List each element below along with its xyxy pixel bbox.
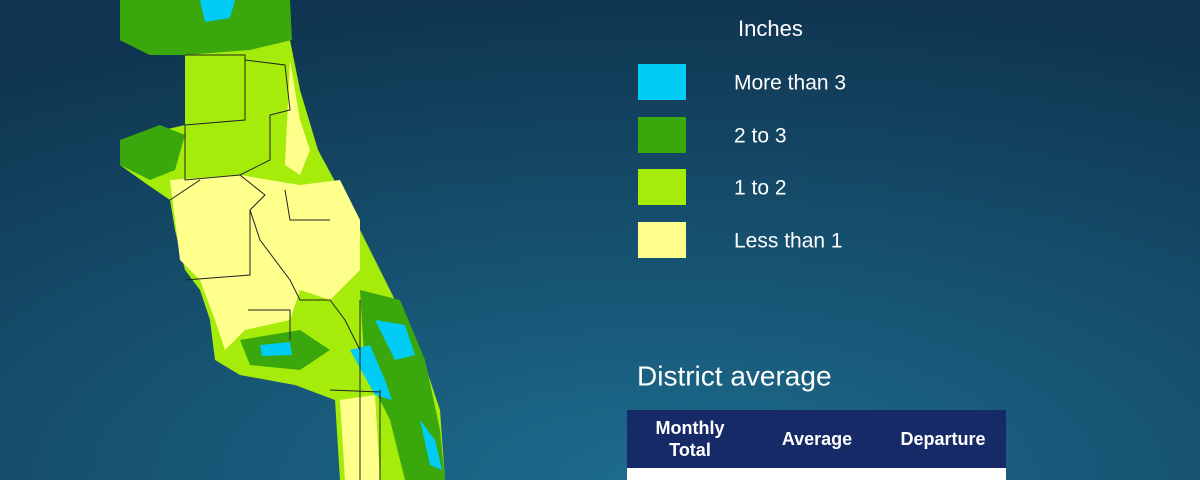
map-wet-area [120,0,292,55]
table-header [627,410,1006,468]
table-header-cell: Average [782,429,852,449]
legend-swatch [638,117,686,153]
rainfall-map [120,0,445,480]
legend-label: Less than 1 [734,230,843,253]
map-very-wet-area [200,0,235,22]
legend-swatch [638,222,686,258]
map-dry-area [170,175,360,350]
legend-swatch [638,169,686,205]
map-wet-area [120,125,185,180]
legend-swatch [638,64,686,100]
table-row [627,468,1006,480]
county-lines [169,54,381,480]
legend-label: 2 to 3 [734,125,787,148]
legend-label: More than 3 [734,72,846,95]
legend-title: Inches [738,16,803,41]
section-title: District average [637,360,832,391]
table-header-cells: Monthly Total Average Departure [656,418,986,460]
map-dry-area [285,60,310,175]
table-header-cell: Monthly Total [656,418,725,460]
map-very-wet-area [260,342,292,356]
map-very-wet-area [420,420,442,470]
map-very-wet-area [375,320,415,360]
legend-label: 1 to 2 [734,177,787,200]
table-header-cell: Departure [900,429,985,449]
legend: More than 3 2 to 3 1 to 2 Less than 1 [638,64,846,258]
